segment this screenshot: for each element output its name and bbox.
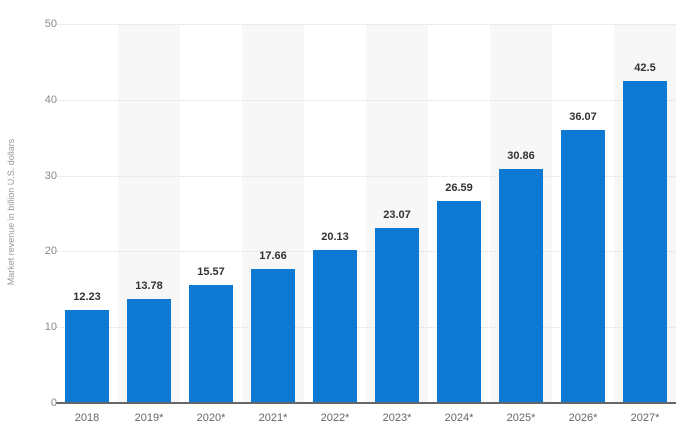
- chart-column: 17.66 2021*: [242, 24, 304, 424]
- value-label: 13.78: [135, 279, 163, 292]
- x-tick-label: 2018: [74, 412, 100, 424]
- chart-column: 23.07 2023*: [366, 24, 428, 424]
- value-label: 20.13: [321, 231, 349, 244]
- bar-2025*[interactable]: [499, 169, 543, 403]
- y-tick-label: 50: [44, 18, 57, 30]
- x-tick-label: 2026*: [568, 412, 598, 424]
- chart-column: 30.86 2025*: [490, 24, 552, 424]
- value-label: 36.07: [569, 110, 597, 123]
- gridline-40: [56, 99, 676, 101]
- chart-column: 12.23 2018: [56, 24, 118, 424]
- bar-2021*[interactable]: [251, 269, 295, 403]
- value-label: 23.07: [383, 209, 411, 222]
- bar-2023*[interactable]: [375, 228, 419, 403]
- x-tick-label: 2027*: [630, 412, 660, 424]
- bar-2026*[interactable]: [561, 129, 605, 403]
- gridline-30: [56, 175, 676, 177]
- y-tick-label: 30: [44, 169, 57, 182]
- bar-2018[interactable]: [65, 310, 109, 403]
- value-label: 12.23: [73, 291, 101, 304]
- plot-area: 12.23 2018 13.78 2019* 15.57 2020* 17.66 2021* 2…: [56, 24, 676, 424]
- chart-column: 42.5 2027*: [614, 24, 676, 424]
- value-label: 17.66: [259, 250, 287, 263]
- x-tick-label: 2024*: [444, 412, 474, 424]
- chart-column: 20.13 2022*: [304, 24, 366, 424]
- bar-2027*[interactable]: [623, 80, 667, 403]
- chart-column: 36.07 2026*: [552, 24, 614, 424]
- y-tick-label: 10: [44, 321, 57, 334]
- value-label: 42.5: [634, 61, 656, 74]
- x-tick-label: 2025*: [506, 412, 536, 424]
- x-tick-label: 2020*: [196, 412, 226, 424]
- chart-column: 15.57 2020*: [180, 24, 242, 424]
- x-tick-label: 2022*: [320, 412, 350, 424]
- x-tick-label: 2019*: [134, 412, 164, 424]
- bar-2019*[interactable]: [127, 298, 171, 403]
- x-tick-label: 2021*: [258, 412, 288, 424]
- y-tick-label: 40: [44, 93, 57, 106]
- bar-2022*[interactable]: [313, 250, 357, 403]
- gridline-10: [56, 327, 676, 329]
- y-tick-label: 0: [50, 397, 57, 409]
- chart-column: 13.78 2019*: [118, 24, 180, 424]
- value-label: 15.57: [197, 265, 225, 278]
- y-tick-label: 20: [44, 245, 57, 258]
- x-tick-label: 2023*: [382, 412, 412, 424]
- gridline-50: [56, 24, 676, 25]
- bar-2024*[interactable]: [437, 201, 481, 403]
- value-label: 26.59: [445, 182, 473, 195]
- gridline-20: [56, 251, 676, 253]
- bar-2020*[interactable]: [189, 284, 233, 403]
- value-label: 30.86: [507, 150, 535, 163]
- chart-column: 26.59 2024*: [428, 24, 490, 424]
- x-axis-line: [56, 402, 676, 404]
